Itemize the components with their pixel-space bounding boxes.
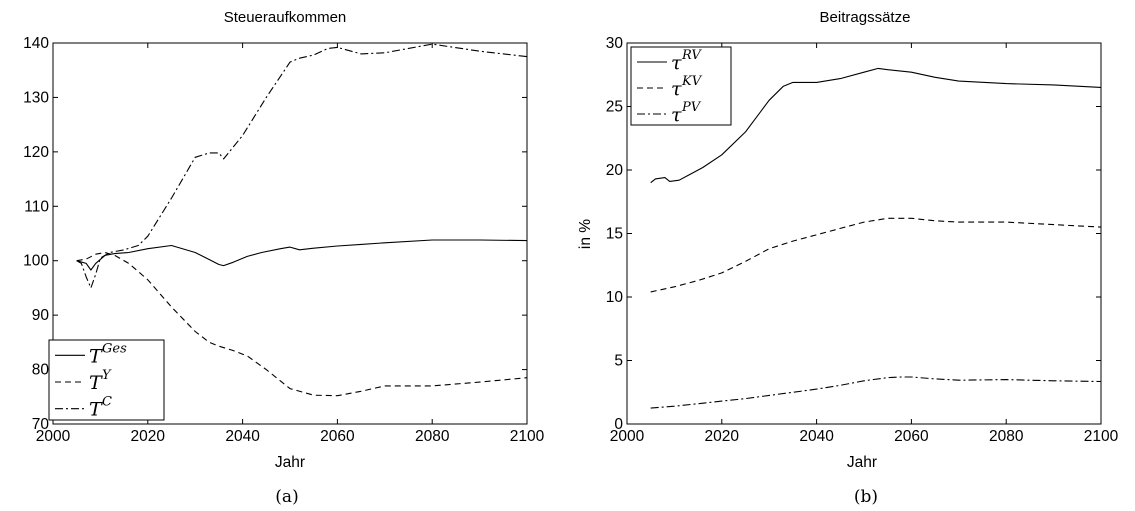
- series-line-kv: [650, 217, 1102, 293]
- x-tick-label: 2060: [320, 428, 355, 445]
- x-tick-label: 2080: [989, 428, 1024, 445]
- y-tick-label: 80: [32, 362, 50, 379]
- series-layer: [650, 67, 1102, 409]
- panel-caption: (a): [275, 487, 298, 507]
- legend: τ RVτ KVτ PV: [630, 46, 732, 126]
- axis-ticks: 2000 2020 2040 2060 2080 2100 70 80 90 100 110 120 1…: [23, 35, 544, 445]
- legend-label: τ: [671, 78, 682, 100]
- series-line-pv: [650, 376, 1102, 409]
- chart-title: Steueraufkommen: [224, 9, 347, 26]
- x-axis-label: Jahr: [275, 454, 305, 471]
- legend-label-superscript: C: [102, 395, 112, 410]
- x-tick-label: 2060: [894, 428, 929, 445]
- legend-label-superscript: Ges: [102, 341, 127, 356]
- x-tick-label: 2100: [510, 428, 545, 445]
- x-tick-label: 2040: [799, 428, 834, 445]
- x-tick-label: 2000: [610, 428, 645, 445]
- x-tick-label: 2020: [131, 428, 166, 445]
- y-tick-label: 15: [606, 226, 623, 243]
- y-tick-label: 120: [23, 144, 49, 161]
- x-axis-label: Jahr: [847, 454, 877, 471]
- legend-label: T: [89, 345, 103, 367]
- y-tick-label: 30: [606, 35, 624, 52]
- x-tick-label: 2040: [225, 428, 260, 445]
- y-tick-label: 110: [24, 198, 49, 215]
- y-tick-label: 100: [23, 253, 49, 270]
- chart-panel-b: Beitragssätze 2000 2020 2040 2060 2080 2100 0 5…: [577, 9, 1119, 507]
- chart-title: Beitragssätze: [820, 9, 911, 26]
- panel-caption: (b): [854, 487, 878, 507]
- series-line-c: [76, 43, 528, 289]
- x-tick-label: 2000: [36, 428, 71, 445]
- y-tick-label: 5: [614, 353, 623, 370]
- legend-label: T: [89, 399, 103, 421]
- series-layer: [76, 43, 528, 397]
- y-tick-label: 10: [606, 289, 624, 306]
- legend-label: τ: [671, 104, 682, 126]
- y-tick-label: 0: [614, 416, 623, 433]
- legend-box: [630, 46, 732, 126]
- legend-label-superscript: KV: [681, 74, 703, 89]
- legend-label-superscript: PV: [681, 100, 702, 115]
- legend-label: τ: [671, 52, 682, 74]
- y-tick-label: 70: [32, 416, 50, 433]
- axis-ticks: 2000 2020 2040 2060 2080 2100 0 5 10 15 20 25 30: [606, 35, 1119, 445]
- x-tick-label: 2080: [415, 428, 450, 445]
- legend-label-superscript: Y: [102, 368, 112, 383]
- y-tick-label: 25: [606, 99, 623, 116]
- y-tick-label: 20: [606, 162, 624, 179]
- y-axis-label: in %: [577, 219, 594, 249]
- chart-panel-a: Steueraufkommen 2000 2020 2040 2060 2080 2100…: [23, 9, 544, 507]
- x-tick-label: 2100: [1084, 428, 1119, 445]
- series-line-y: [76, 251, 528, 397]
- plot-frame: [52, 42, 528, 425]
- series-line-rv: [650, 67, 1102, 184]
- legend-label-superscript: RV: [681, 48, 702, 63]
- x-tick-label: 2020: [705, 428, 740, 445]
- y-tick-label: 90: [32, 307, 50, 324]
- y-tick-label: 140: [23, 35, 49, 52]
- legend-label: T: [89, 372, 103, 394]
- y-tick-label: 130: [23, 89, 49, 106]
- series-line-ges: [76, 239, 528, 271]
- legend-box: [48, 339, 165, 421]
